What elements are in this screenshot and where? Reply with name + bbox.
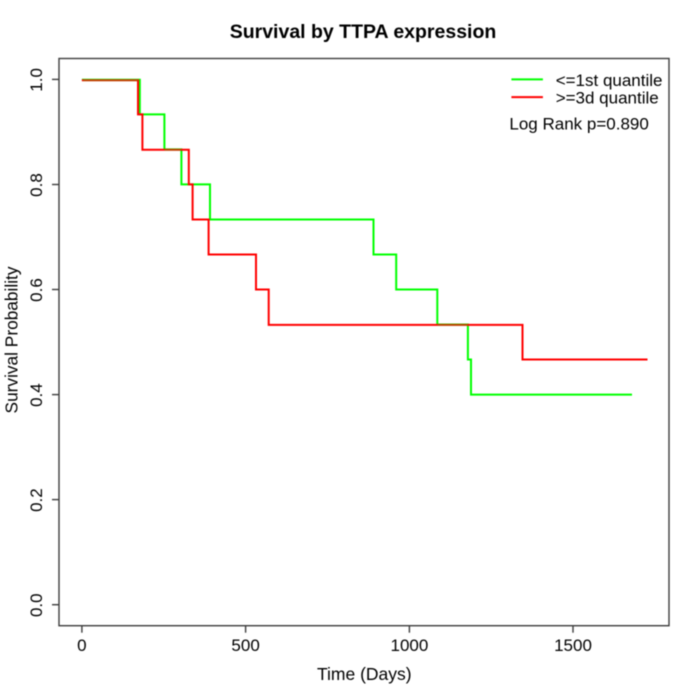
svg-text:1000: 1000 xyxy=(390,636,428,655)
svg-text:0.8: 0.8 xyxy=(27,173,46,197)
svg-text:0.4: 0.4 xyxy=(27,383,46,407)
svg-text:Log Rank p=0.890: Log Rank p=0.890 xyxy=(509,115,648,134)
svg-text:0.0: 0.0 xyxy=(27,593,46,617)
svg-text:0.6: 0.6 xyxy=(27,278,46,302)
svg-text:0: 0 xyxy=(77,636,86,655)
svg-text:500: 500 xyxy=(231,636,259,655)
svg-text:0.2: 0.2 xyxy=(27,488,46,512)
svg-text:>=3d quantile: >=3d quantile xyxy=(556,89,659,108)
svg-text:1.0: 1.0 xyxy=(27,68,46,92)
svg-text:1500: 1500 xyxy=(554,636,592,655)
svg-text:Time (Days): Time (Days) xyxy=(317,664,412,684)
svg-text:<=1st quantile: <=1st quantile xyxy=(556,71,663,90)
svg-text:Survival Probability: Survival Probability xyxy=(1,266,21,413)
svg-text:Survival by TTPA expression: Survival by TTPA expression xyxy=(230,21,497,43)
